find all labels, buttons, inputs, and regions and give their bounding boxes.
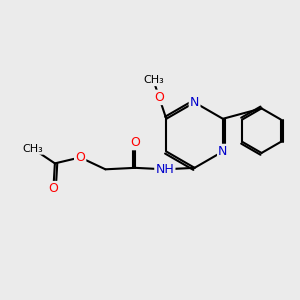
Text: N: N (218, 145, 228, 158)
Text: NH: NH (155, 163, 174, 176)
Text: N: N (190, 96, 199, 109)
Text: O: O (154, 91, 164, 104)
Text: CH₃: CH₃ (143, 75, 164, 85)
Text: O: O (130, 136, 140, 149)
Text: CH₃: CH₃ (22, 143, 43, 154)
Text: O: O (49, 182, 58, 195)
Text: O: O (75, 151, 85, 164)
